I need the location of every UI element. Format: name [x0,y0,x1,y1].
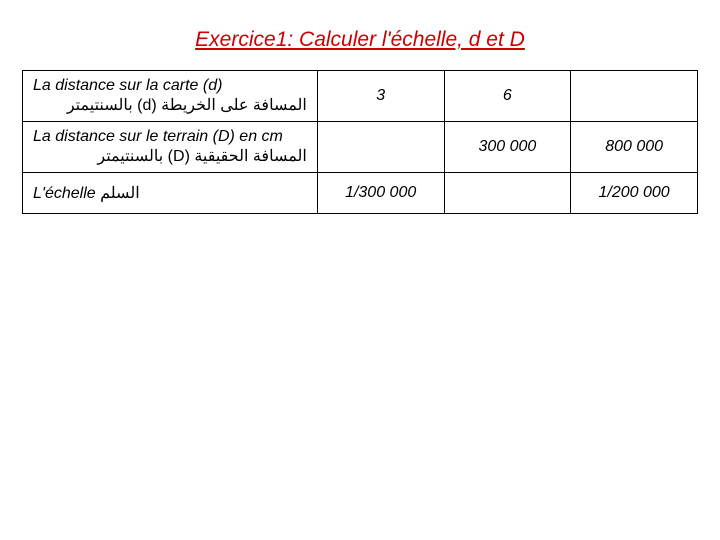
big-d-col1 [317,122,444,173]
scale-col3: 1/200 000 [571,173,698,214]
d-col2: 6 [444,71,571,122]
d-label-cell: La distance sur la carte (d) المسافة على… [23,71,318,122]
scale-label: L'échelle [33,185,96,202]
big-d-label: La distance sur le terrain (D) en cm [33,128,307,146]
row-d: La distance sur la carte (d) المسافة على… [23,71,698,122]
scale-col1: 1/300 000 [317,173,444,214]
big-d-col2: 300 000 [444,122,571,173]
row-scale: L'échelle السلم 1/300 000 1/200 000 [23,173,698,214]
d-col1: 3 [317,71,444,122]
scale-table: La distance sur la carte (d) المسافة على… [22,70,698,214]
d-label: La distance sur la carte (d) [33,77,307,95]
d-arabic: المسافة على الخريطة (d) بالسنتيمتر [33,95,307,115]
scale-arabic: السلم [100,185,140,202]
d-col3 [571,71,698,122]
big-d-label-cell: La distance sur le terrain (D) en cm الم… [23,122,318,173]
big-d-col3: 800 000 [571,122,698,173]
exercise-title: Exercice1: Calculer l'échelle, d et D [0,0,720,70]
scale-col2 [444,173,571,214]
scale-label-cell: L'échelle السلم [23,173,318,214]
big-d-arabic: المسافة الحقيقية (D) بالسنتيمتر [33,146,307,166]
row-big-d: La distance sur le terrain (D) en cm الم… [23,122,698,173]
table-container: La distance sur la carte (d) المسافة على… [0,70,720,214]
